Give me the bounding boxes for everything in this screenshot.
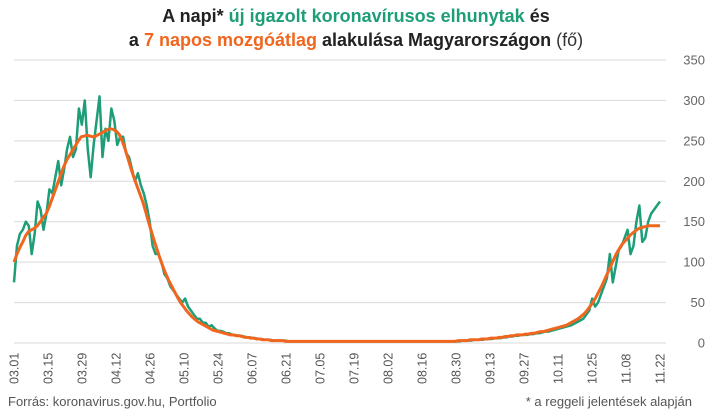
y-tick-label: 0 (698, 336, 705, 351)
x-tick-label: 08.02 (382, 353, 396, 384)
y-tick-label: 50 (691, 295, 705, 310)
x-tick-label: 03.15 (42, 353, 56, 384)
y-tick-label: 100 (683, 255, 705, 270)
x-tick-label: 07.19 (348, 353, 362, 384)
x-tick-label: 10.25 (586, 353, 600, 384)
x-tick-label: 04.12 (110, 353, 124, 384)
title-line-2: a 7 napos mozgóátlag alakulása Magyarors… (0, 28, 712, 52)
y-tick-label: 300 (683, 93, 705, 108)
x-tick-label: 06.21 (280, 353, 294, 384)
x-tick-label: 08.30 (450, 353, 464, 384)
x-axis-ticks: 03.01 03.15 03.29 04.12 04.26 05.10 05.24 06.07… (8, 353, 668, 384)
title-prefix: A napi* (162, 6, 229, 26)
source-note: Forrás: koronavirus.gov.hu, Portfolio (8, 394, 217, 409)
x-tick-label: 11.08 (620, 354, 634, 384)
x-tick-label: 07.05 (314, 353, 328, 384)
y-tick-label: 350 (683, 53, 705, 68)
chart-title: A napi* új igazolt koronavírusos elhunyt… (0, 4, 712, 52)
x-tick-label: 04.26 (144, 353, 158, 384)
gridlines (14, 59, 666, 344)
x-tick-label: 09.27 (518, 353, 532, 384)
y-tick-label: 250 (683, 133, 705, 148)
y-tick-label: 150 (683, 214, 705, 229)
x-tick-label: 09.13 (484, 353, 498, 384)
x-tick-label: 06.07 (246, 353, 260, 384)
y-tick-label: 200 (683, 174, 705, 189)
footnote: * a reggeli jelentések alapján (525, 394, 692, 409)
title-unit: (fő) (556, 30, 584, 50)
data-series (12, 95, 662, 343)
title-average-label: 7 napos mozgóátlag (143, 30, 317, 50)
x-tick-label: 03.29 (76, 353, 90, 384)
title-line-1: A napi* új igazolt koronavírusos elhunyt… (0, 4, 712, 28)
x-tick-label: 05.24 (212, 353, 226, 384)
x-tick-label: 11.22 (654, 354, 668, 384)
x-tick-label: 03.01 (8, 353, 22, 384)
series-line-daily (12, 95, 662, 343)
title-daily-label: új igazolt koronavírusos elhunytak (228, 6, 525, 26)
title-and: és (524, 6, 550, 26)
y-axis-ticks: 0 50 100 150 200 250 300 350 (683, 53, 705, 351)
x-tick-label: 10.11 (552, 354, 566, 384)
title-prefix-2: a (128, 30, 144, 50)
x-tick-label: 08.16 (416, 353, 430, 384)
series-line-average (12, 127, 660, 343)
title-rest: alakulása Magyarországon (316, 30, 557, 50)
x-tick-label: 05.10 (178, 353, 192, 384)
